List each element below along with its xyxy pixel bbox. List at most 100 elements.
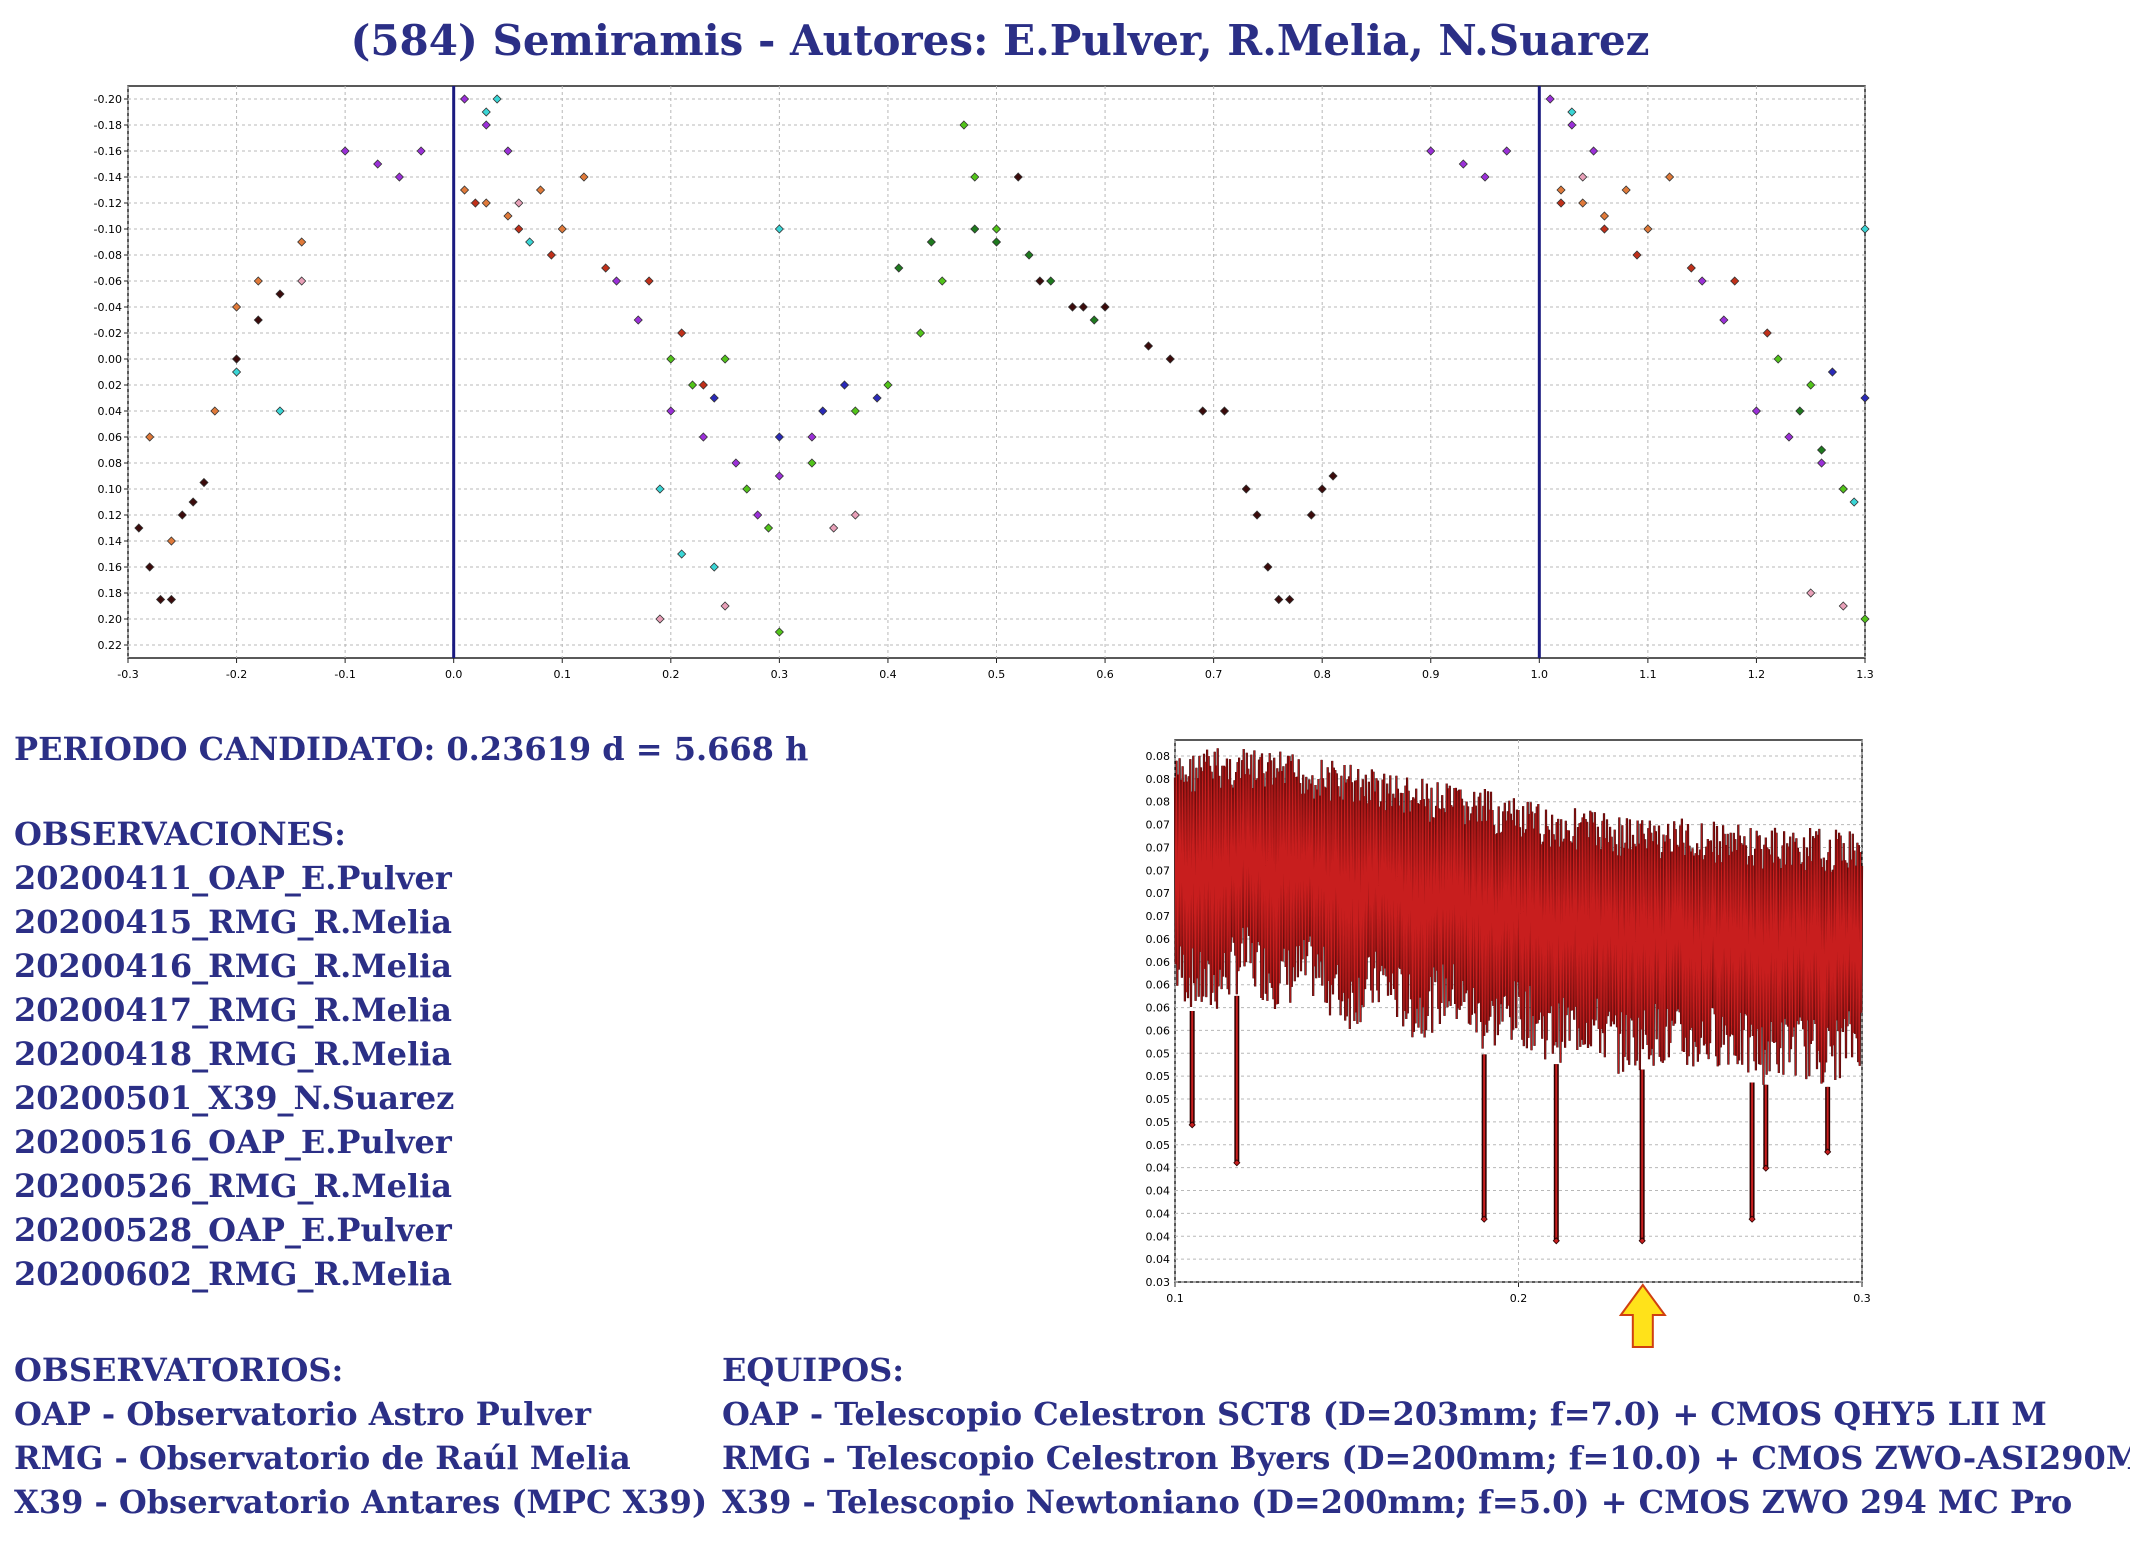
y-tick-label: 0.04 [1146,1253,1171,1266]
y-tick-label: -0.16 [94,145,122,158]
data-point [1502,146,1512,156]
data-point [1599,224,1610,234]
data-point [1013,172,1023,182]
data-point [829,523,839,533]
data-point [1730,276,1740,286]
y-tick-label: 0.06 [98,431,123,444]
data-point [1599,211,1610,221]
data-point [883,380,893,390]
data-point [1686,263,1696,273]
data-point [633,315,643,325]
data-point [134,523,144,533]
y-tick-label: -0.02 [94,327,122,340]
observation-item: 20200528_OAP_E.Pulver [14,1211,452,1249]
y-tick-label: 0.07 [1146,910,1171,923]
data-point [644,276,654,286]
y-tick-label: 0.06 [1146,1024,1171,1037]
data-point [970,172,980,182]
data-point [937,276,947,286]
equipment-block: EQUIPOS: OAP - Telescopio Celestron SCT8… [722,1348,2130,1524]
data-point [1263,562,1273,572]
y-tick-label: 0.07 [1146,864,1171,877]
page-title: (584) Semiramis - Autores: E.Pulver, R.M… [350,16,1650,65]
data-point [275,406,285,416]
data-point [720,354,730,364]
data-point [1621,185,1631,195]
observation-item: 20200602_RMG_R.Melia [14,1255,453,1293]
data-point [1285,594,1295,605]
x-tick-label: 0.3 [771,668,789,681]
y-tick-label: 0.06 [1146,933,1171,946]
y-tick-label: 0.06 [1146,1002,1171,1015]
x-tick-label: 0.1 [1166,1292,1184,1305]
data-point [753,510,763,520]
data-point [1252,510,1262,520]
data-point [470,198,480,208]
observations-heading: OBSERVACIONES: [14,815,346,853]
data-point [774,471,784,481]
data-point [894,263,904,273]
observation-item: 20200411_OAP_E.Pulver [14,859,452,897]
data-point [677,328,687,338]
x-tick-label: 1.1 [1639,668,1657,681]
data-point [666,354,676,364]
data-point [1860,393,1870,403]
equipment-item: X39 - Telescopio Newtoniano (D=200mm; f=… [722,1483,2073,1521]
observatory-item: X39 - Observatorio Antares (MPC X39) [14,1483,708,1521]
y-tick-label: 0.02 [98,379,123,392]
observation-item: 20200516_OAP_E.Pulver [14,1123,452,1161]
data-point [601,263,611,273]
observations-block: OBSERVACIONES: 20200411_OAP_E.Pulver 202… [14,812,454,1296]
minimum-marker [1762,1164,1770,1172]
data-point [850,510,860,520]
data-point [763,523,774,533]
x-tick-label: 0.7 [1205,668,1223,681]
data-point [188,497,198,507]
data-point [807,458,817,468]
data-point [546,250,556,260]
data-point [970,224,980,234]
data-point [709,393,719,403]
data-point [1751,406,1762,416]
y-tick-label: 0.07 [1146,819,1171,832]
data-point [1578,172,1588,182]
data-point [1589,146,1599,156]
data-point [481,198,491,208]
y-tick-label: -0.12 [94,197,122,210]
data-point [742,484,752,494]
data-point [579,172,589,182]
data-point [557,224,567,234]
y-tick-label: 0.22 [98,639,123,652]
y-tick-label: 0.04 [1146,1230,1171,1243]
data-point [297,237,307,247]
y-tick-label: 0.20 [98,613,123,626]
data-point [1067,302,1078,312]
y-tick-label: 0.04 [98,405,123,418]
data-point [1567,120,1577,130]
y-tick-label: 0.06 [1146,979,1171,992]
data-point [210,406,220,416]
data-point [1795,406,1805,416]
data-point [1306,510,1316,520]
data-point [774,224,784,234]
y-tick-label: 0.05 [1146,1070,1171,1083]
data-point [1806,380,1816,390]
data-point [850,406,860,416]
data-point [1078,302,1088,312]
data-point [959,120,969,130]
data-point [1317,484,1327,494]
data-point [394,172,404,182]
y-tick-label: 0.07 [1146,887,1171,900]
y-tick-label: 0.05 [1146,1047,1171,1060]
data-point [915,328,926,338]
data-point [1806,588,1816,598]
equipment-item: RMG - Telescopio Celestron Byers (D=200m… [722,1439,2130,1477]
y-tick-label: 0.05 [1146,1116,1171,1129]
y-tick-label: -0.08 [94,249,122,262]
data-point [1046,276,1056,286]
equipment-item: OAP - Telescopio Celestron SCT8 (D=203mm… [722,1395,2047,1433]
data-point [1784,432,1794,442]
y-tick-label: 0.16 [98,561,123,574]
data-point [720,601,730,611]
